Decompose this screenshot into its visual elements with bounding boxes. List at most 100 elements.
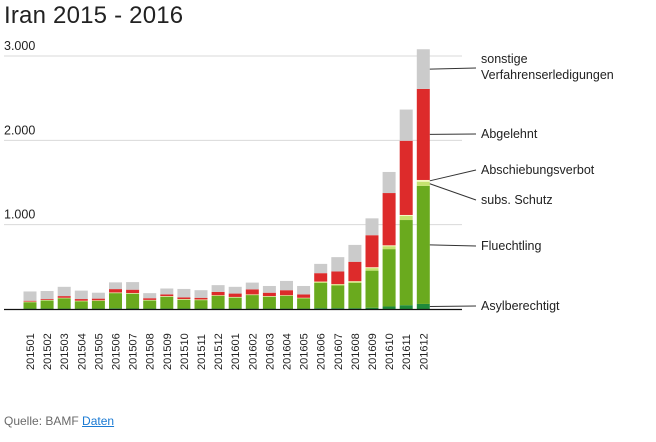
bar-fluechtling-201610 xyxy=(382,249,396,307)
bar-fluechtling-201602 xyxy=(245,295,259,309)
bar-abgelehnt-201507 xyxy=(126,289,140,294)
bar-abgelehnt-201510 xyxy=(177,297,191,300)
bar-abgelehnt-201606 xyxy=(314,273,328,282)
bar-abgelehnt-201612 xyxy=(416,88,430,180)
bar-sonstige-verfahrenserledigungen-201502 xyxy=(40,291,54,300)
legend-leader-sonstige-verfahrenserledigungen xyxy=(429,67,477,70)
bar-sonstige-verfahrenserledigungen-201602 xyxy=(245,282,259,290)
bar-sonstige-verfahrenserledigungen-201611 xyxy=(399,109,413,141)
bar-sonstige-verfahrenserledigungen-201511 xyxy=(194,290,208,298)
bar-subs-schutz-201607 xyxy=(331,284,345,286)
bar-fluechtling-201502 xyxy=(40,300,54,309)
bar-sonstige-verfahrenserledigungen-201604 xyxy=(280,280,293,291)
bar-abschiebungsverbot-201611 xyxy=(399,214,413,216)
bar-sonstige-verfahrenserledigungen-201607 xyxy=(331,257,345,272)
bar-abgelehnt-201501 xyxy=(23,300,37,302)
bar-fluechtling-201512 xyxy=(211,295,225,309)
x-tick-label-201605: 201605 xyxy=(299,333,311,370)
bar-abschiebungsverbot-201610 xyxy=(382,245,396,247)
legend-label-abgelehnt: Abgelehnt xyxy=(481,127,538,141)
bar-fluechtling-201506 xyxy=(109,293,122,309)
bar-asylberechtigt-201607 xyxy=(331,308,345,309)
bar-sonstige-verfahrenserledigungen-201601 xyxy=(228,286,242,294)
x-tick-label-201606: 201606 xyxy=(316,333,328,370)
bar-fluechtling-201507 xyxy=(126,293,140,309)
legend-label-asylberechtigt: Asylberechtigt xyxy=(481,299,560,313)
bar-fluechtling-201606 xyxy=(314,282,328,309)
bar-asylberechtigt-201506 xyxy=(109,308,122,309)
bar-abgelehnt-201608 xyxy=(348,261,362,282)
bar-sonstige-verfahrenserledigungen-201608 xyxy=(348,244,362,262)
bar-fluechtling-201504 xyxy=(74,301,88,309)
x-tick-label-201508: 201508 xyxy=(145,333,157,370)
bar-sonstige-verfahrenserledigungen-201506 xyxy=(109,282,122,290)
bar-abgelehnt-201610 xyxy=(382,193,396,246)
bar-subs-schutz-201612 xyxy=(416,181,430,186)
legend-label-subs-schutz: subs. Schutz xyxy=(481,193,553,207)
bar-sonstige-verfahrenserledigungen-201603 xyxy=(262,285,276,293)
y-tick-label: 3.000 xyxy=(4,39,35,53)
bar-fluechtling-201607 xyxy=(331,285,345,309)
bar-fluechtling-201609 xyxy=(365,270,379,308)
bar-abgelehnt-201508 xyxy=(143,298,157,300)
x-tick-label-201601: 201601 xyxy=(230,333,242,370)
bar-sonstige-verfahrenserledigungen-201508 xyxy=(143,293,157,299)
chart-title: Iran 2015 - 2016 xyxy=(4,2,184,29)
bar-asylberechtigt-201610 xyxy=(382,306,396,309)
bar-fluechtling-201503 xyxy=(57,298,71,309)
bar-abgelehnt-201503 xyxy=(57,296,71,298)
x-tick-label-201510: 201510 xyxy=(179,333,191,370)
x-tick-label-201501: 201501 xyxy=(25,333,37,370)
bar-sonstige-verfahrenserledigungen-201509 xyxy=(160,288,174,295)
x-tick-label-201607: 201607 xyxy=(333,333,345,370)
bar-abschiebungsverbot-201612 xyxy=(416,179,430,182)
source-data-link[interactable]: Daten xyxy=(82,414,115,428)
legend-leader-subs-schutz xyxy=(429,183,477,201)
bar-subs-schutz-201608 xyxy=(348,281,362,283)
x-tick-label-201611: 201611 xyxy=(401,334,413,370)
bar-abgelehnt-201605 xyxy=(297,294,311,298)
bar-fluechtling-201501 xyxy=(23,302,37,309)
bar-abgelehnt-201602 xyxy=(245,289,259,295)
bar-asylberechtigt-201612 xyxy=(416,303,430,309)
legend-label-abschiebungsverbot: Abschiebungsverbot xyxy=(481,163,595,177)
y-tick-label: 2.000 xyxy=(4,123,35,137)
x-tick-label-201509: 201509 xyxy=(162,333,174,370)
bar-subs-schutz-201611 xyxy=(399,215,413,221)
bar-subs-schutz-201609 xyxy=(365,268,379,271)
bar-abgelehnt-201607 xyxy=(331,271,345,285)
bar-abgelehnt-201505 xyxy=(91,298,105,301)
bar-fluechtling-201510 xyxy=(177,299,191,309)
x-tick-label-201503: 201503 xyxy=(59,333,71,370)
bar-fluechtling-201605 xyxy=(297,298,311,309)
bar-abschiebungsverbot-201609 xyxy=(365,267,379,269)
x-tick-labels: 201501 201502 201503 201504 201505 201506 2015… xyxy=(25,333,430,370)
bar-abgelehnt-201601 xyxy=(228,293,242,297)
bar-asylberechtigt-201609 xyxy=(365,307,379,309)
bar-abgelehnt-201609 xyxy=(365,235,379,268)
bar-abgelehnt-201502 xyxy=(40,299,54,300)
x-tick-label-201603: 201603 xyxy=(264,333,276,370)
bar-abgelehnt-201504 xyxy=(74,299,88,301)
y-tick-label: 1.000 xyxy=(4,208,35,222)
bar-subs-schutz-201610 xyxy=(382,246,396,250)
grid-lines: 1.000 2.000 3.000 xyxy=(4,39,462,226)
x-tick-label-201612: 201612 xyxy=(418,333,430,370)
bar-sonstige-verfahrenserledigungen-201504 xyxy=(74,290,88,300)
x-tick-label-201608: 201608 xyxy=(350,333,362,370)
bar-fluechtling-201612 xyxy=(416,185,430,304)
bar-fluechtling-201611 xyxy=(399,220,413,306)
x-tick-label-201505: 201505 xyxy=(93,333,105,370)
bar-abgelehnt-201512 xyxy=(211,291,225,296)
bar-sonstige-verfahrenserledigungen-201512 xyxy=(211,285,225,292)
x-tick-label-201511: 201511 xyxy=(196,334,208,370)
bar-fluechtling-201601 xyxy=(228,297,242,309)
bar-abgelehnt-201603 xyxy=(262,292,276,297)
x-tick-label-201604: 201604 xyxy=(282,333,294,370)
bars xyxy=(23,49,430,309)
source-note: Quelle: BAMF Daten xyxy=(4,414,114,428)
bar-sonstige-verfahrenserledigungen-201507 xyxy=(126,282,140,290)
bar-abgelehnt-201604 xyxy=(280,290,293,296)
source-prefix: Quelle: BAMF xyxy=(4,414,79,428)
